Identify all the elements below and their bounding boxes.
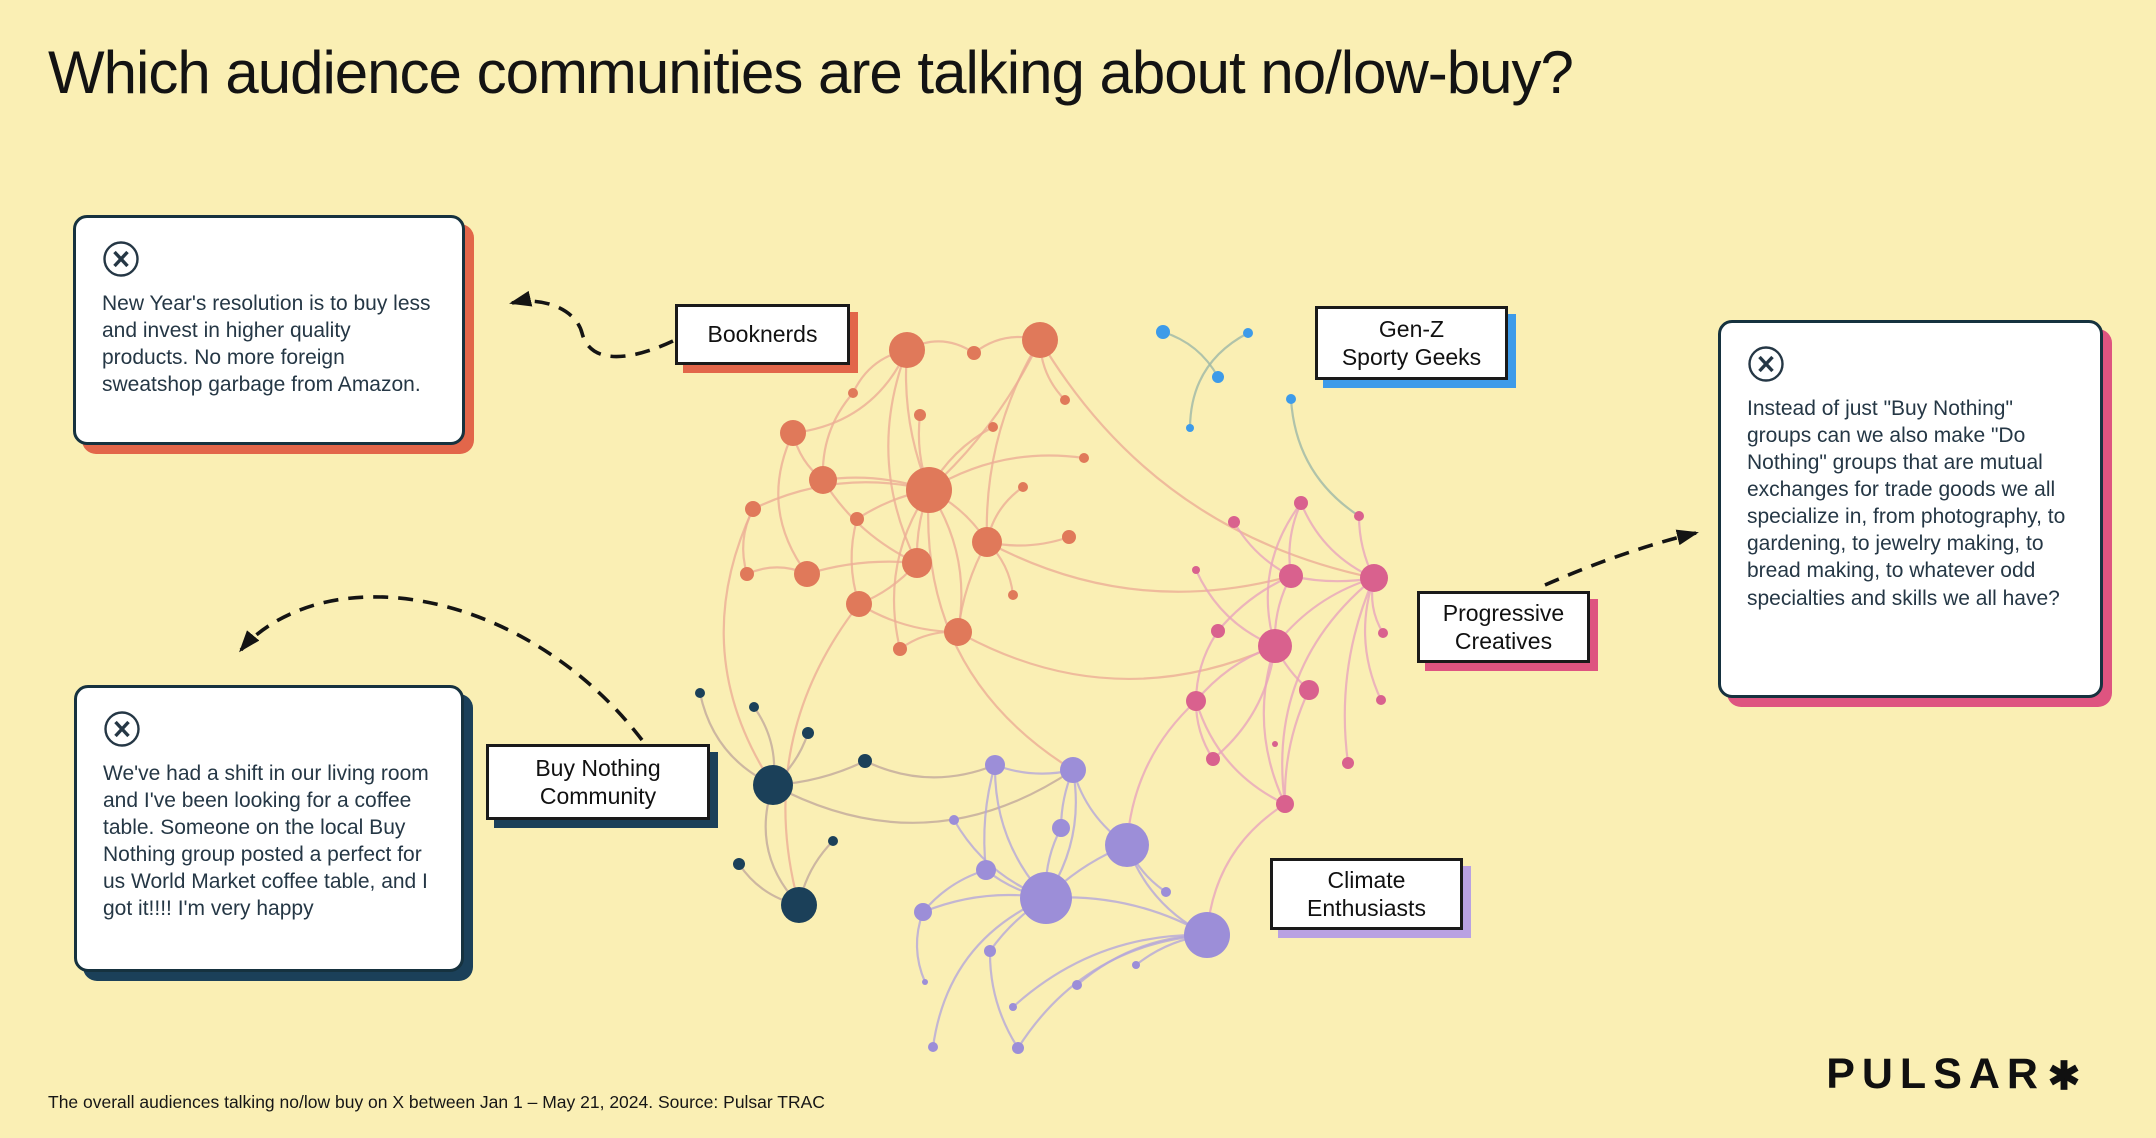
source-footnote: The overall audiences talking no/low buy… [48,1092,825,1112]
community-label-progressive-creatives: Progressive Creatives [1417,591,1590,663]
tweet-text: New Year's resolution is to buy less and… [102,292,431,397]
tweet-card-progressive: Instead of just "Buy Nothing" groups can… [1718,320,2103,698]
page-title: Which audience communities are talking a… [48,39,1574,106]
tweet-text: Instead of just "Buy Nothing" groups can… [1747,397,2066,610]
community-label-climate-enthusiasts: Climate Enthusiasts [1270,858,1463,930]
x-logo-icon [103,710,141,748]
pulsar-logo: PULSAR [1826,1050,2082,1099]
tweet-text: We've had a shift in our living room and… [103,762,429,921]
pulsar-asterisk-icon [2049,1059,2079,1090]
pulsar-logo-text: PULSAR [1826,1050,2045,1098]
x-logo-icon [1747,345,1785,383]
tweet-card-buy-nothing: We've had a shift in our living room and… [74,685,464,972]
community-label-genz-sporty-geeks: Gen-Z Sporty Geeks [1315,306,1508,380]
community-label-buy-nothing: Buy Nothing Community [486,744,710,820]
tweet-card-booknerds: New Year's resolution is to buy less and… [73,215,465,445]
community-label-booknerds: Booknerds [675,304,850,365]
x-logo-icon [102,240,140,278]
